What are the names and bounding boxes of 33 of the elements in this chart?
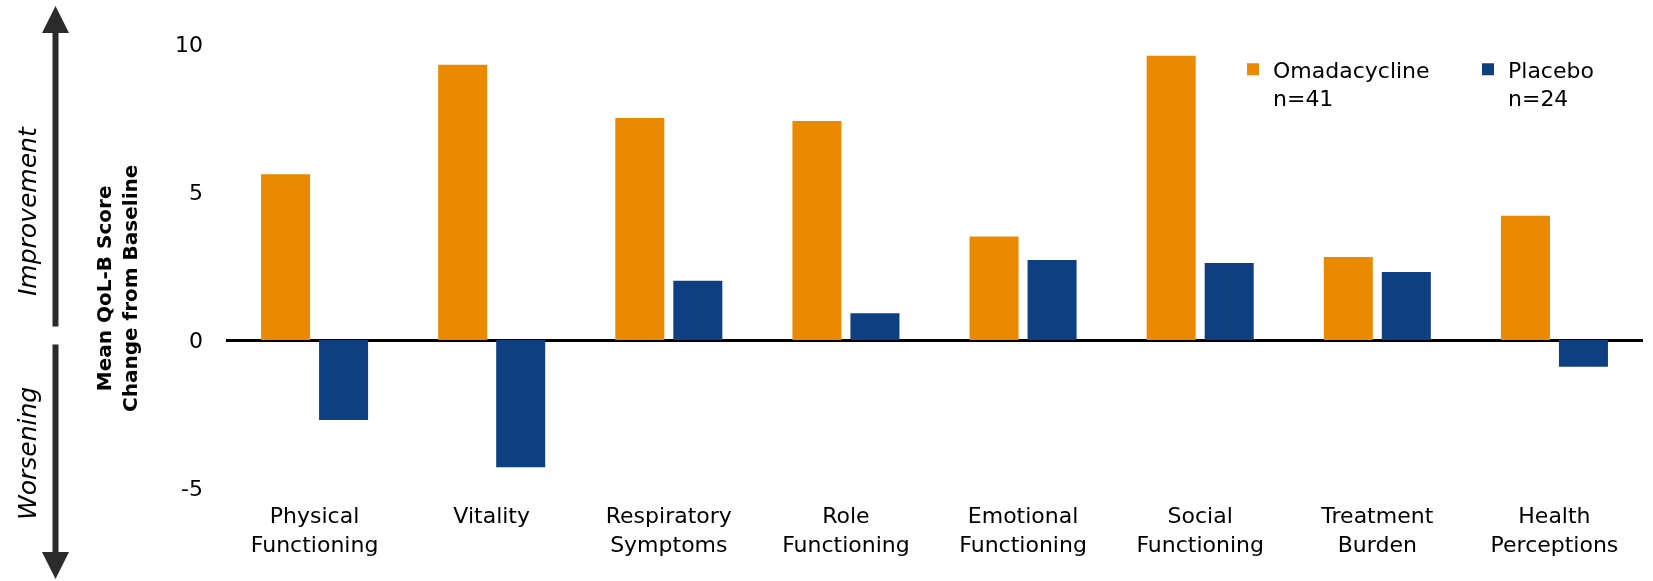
text: Worsening: [13, 386, 42, 520]
x-tick-label: Vitality: [453, 503, 531, 528]
bar: [792, 120, 842, 340]
bar: [438, 64, 488, 340]
x-tick-label: Respiratory Symptoms: [605, 503, 732, 557]
bar: [261, 174, 311, 340]
bar: [1146, 55, 1196, 340]
bar: [1500, 215, 1550, 340]
text: Improvement: [13, 126, 42, 296]
x-tick-label: Role Functioning: [782, 503, 910, 557]
x-tick-label: Social Functioning: [1136, 503, 1264, 557]
y-tick-label: 10: [175, 31, 203, 57]
legend-label: Omadacycline n=41: [1273, 57, 1430, 112]
bar: [319, 340, 369, 420]
x-tick-label: Physical Functioning: [250, 503, 379, 557]
y-tick-label: -5: [181, 475, 203, 501]
bar: [496, 340, 546, 468]
y-axis-title: Mean QoL-B Score Change from Baseline: [92, 164, 142, 412]
x-tick-label: Emotional Functioning: [959, 503, 1087, 557]
bar: [1027, 260, 1077, 340]
y-tick-label: 5: [189, 179, 203, 205]
bar: [673, 280, 723, 340]
x-tick-label: Health Perceptions: [1490, 503, 1619, 557]
bar: [850, 313, 900, 340]
bar: [1323, 257, 1373, 340]
bar: [1381, 271, 1431, 340]
bar: [615, 118, 665, 340]
bar: [969, 236, 1019, 340]
x-tick-label: Treatment Burden: [1320, 503, 1434, 557]
legend-label: Placebo n=24: [1508, 57, 1594, 112]
bar: [1204, 263, 1254, 340]
y-tick-label: 0: [189, 327, 203, 353]
bar: [1558, 340, 1608, 367]
